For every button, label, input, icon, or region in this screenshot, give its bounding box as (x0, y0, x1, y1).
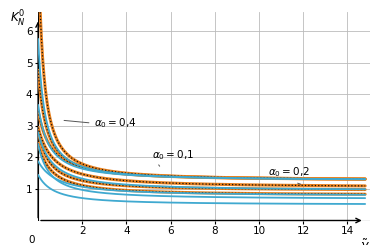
Text: $\alpha_0=0{,}4$: $\alpha_0=0{,}4$ (64, 116, 137, 130)
Text: $\alpha_0=0{,}2$: $\alpha_0=0{,}2$ (268, 166, 310, 184)
Text: $K_N^0$: $K_N^0$ (10, 8, 26, 29)
Text: 0: 0 (28, 235, 35, 245)
Text: $\tilde{\gamma}$: $\tilde{\gamma}$ (360, 238, 370, 245)
Text: $\alpha_0=0{,}1$: $\alpha_0=0{,}1$ (152, 148, 194, 166)
